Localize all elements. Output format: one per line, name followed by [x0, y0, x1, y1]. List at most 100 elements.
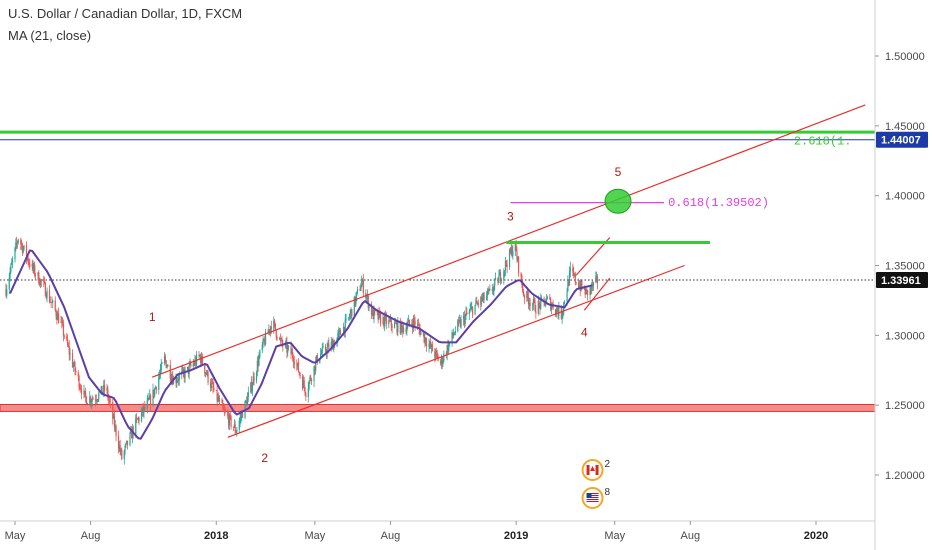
- candle-body: [62, 324, 65, 336]
- candle: [10, 263, 12, 274]
- candle: [20, 237, 22, 250]
- candle-body: [568, 271, 571, 286]
- candle-body: [412, 318, 415, 329]
- candle-body: [188, 365, 190, 374]
- candle-body: [103, 385, 105, 393]
- candle: [39, 277, 41, 287]
- candle: [497, 277, 499, 286]
- badge-count: 8: [605, 487, 611, 498]
- candle: [483, 291, 485, 304]
- candle: [396, 321, 398, 336]
- candle-body: [241, 412, 244, 418]
- candle-body: [9, 271, 11, 278]
- candle-body: [319, 358, 321, 363]
- candle: [144, 401, 146, 412]
- candle: [264, 335, 266, 347]
- candle-body: [320, 353, 323, 355]
- candle: [275, 329, 277, 341]
- candle-body: [29, 263, 31, 267]
- candle: [452, 332, 454, 339]
- candle: [32, 260, 34, 274]
- candle: [555, 307, 557, 318]
- candle-body: [177, 379, 180, 381]
- candle: [223, 403, 226, 417]
- candle-body: [43, 281, 45, 283]
- candle-body: [246, 400, 248, 406]
- candle-body: [356, 289, 359, 292]
- candle: [533, 296, 535, 304]
- candle-body: [463, 315, 465, 324]
- candle-body: [505, 261, 507, 265]
- candle: [250, 381, 252, 394]
- candle-body: [23, 245, 25, 249]
- candle: [549, 294, 551, 300]
- candle-body: [292, 352, 294, 358]
- candle-body: [15, 242, 17, 248]
- candle-body: [126, 440, 129, 446]
- candle: [205, 370, 208, 376]
- candle: [155, 386, 157, 394]
- flag-band: [595, 465, 599, 475]
- candle: [486, 288, 488, 301]
- x-tick-label: 2020: [804, 530, 828, 542]
- candle-body: [423, 333, 425, 343]
- candle-body: [118, 445, 120, 449]
- candle: [383, 316, 385, 329]
- candle-body: [353, 296, 355, 316]
- candle: [112, 398, 114, 425]
- candle-body: [451, 332, 453, 343]
- candle-body: [233, 424, 235, 428]
- candle: [514, 244, 516, 257]
- candle-body: [22, 248, 24, 253]
- candle-body: [308, 381, 310, 389]
- candle-body: [205, 372, 208, 375]
- candle-body: [195, 354, 198, 365]
- candle-body: [572, 267, 574, 272]
- candle: [161, 361, 163, 364]
- candle: [257, 354, 259, 372]
- candle-body: [453, 333, 456, 335]
- candle-body: [583, 288, 585, 290]
- candle-body: [119, 445, 121, 452]
- candle-body: [258, 356, 260, 366]
- drawings[interactable]: 0.618(1.39502) 2.618(1. 1 2 3 4 5 2 8: [149, 104, 866, 509]
- candle: [591, 281, 593, 294]
- candle: [460, 315, 462, 329]
- candle: [347, 317, 350, 321]
- candle-body: [374, 310, 376, 312]
- candle: [382, 313, 384, 326]
- candle: [532, 293, 534, 311]
- candle: [324, 343, 327, 354]
- candle: [471, 301, 473, 312]
- candle: [117, 430, 120, 454]
- candle-body: [537, 301, 539, 314]
- candle-body: [556, 308, 558, 312]
- candle: [46, 287, 48, 303]
- candle: [595, 271, 597, 284]
- candle: [590, 285, 592, 295]
- candle-body: [143, 406, 145, 413]
- candle-body: [384, 315, 387, 317]
- candle: [195, 355, 197, 368]
- candle-body: [85, 392, 87, 397]
- candle-body: [190, 363, 192, 367]
- candle-body: [580, 281, 582, 291]
- candle: [353, 295, 355, 317]
- candle: [359, 285, 361, 292]
- candle-body: [493, 285, 495, 291]
- candle-body: [310, 379, 313, 382]
- candle-body: [592, 282, 594, 287]
- candle-body: [124, 445, 126, 451]
- candle-body: [186, 366, 189, 370]
- candle: [327, 340, 329, 347]
- candle-body: [527, 291, 529, 298]
- candle-body: [25, 245, 28, 259]
- candle: [574, 271, 576, 286]
- candle-body: [558, 306, 560, 316]
- candle-body: [316, 355, 318, 363]
- candle-body: [326, 346, 328, 354]
- candle-body: [301, 376, 304, 389]
- wave-label: 4: [581, 326, 588, 340]
- candle: [370, 301, 373, 320]
